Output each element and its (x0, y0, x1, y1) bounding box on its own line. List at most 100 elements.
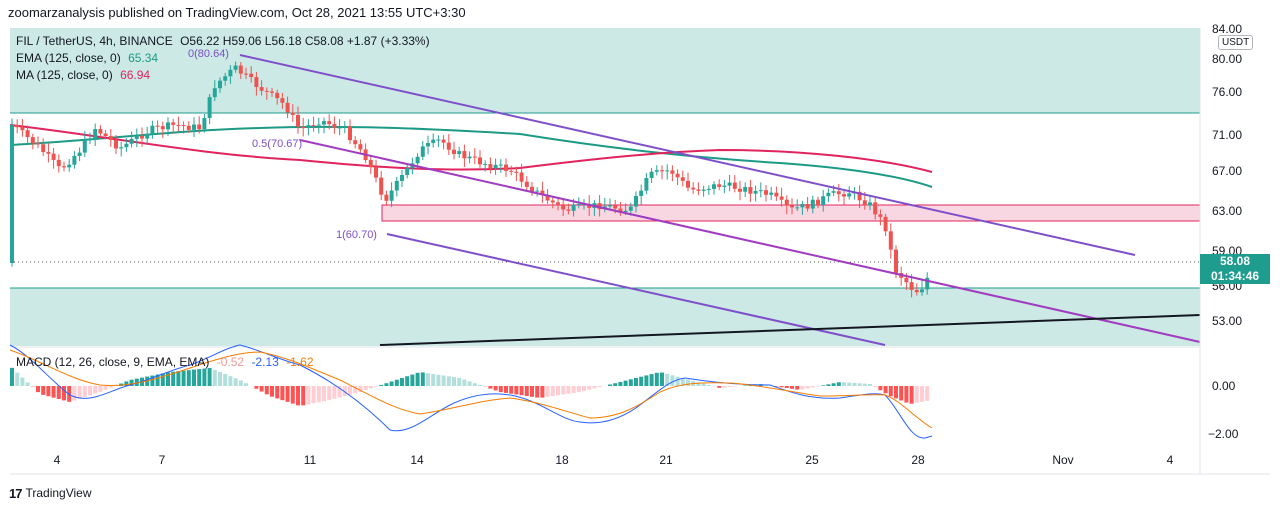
macd-bar (155, 374, 160, 386)
price-axis-ticks: 84.00 80.00 76.00 71.00 67.00 63.00 59.0… (1208, 22, 1242, 441)
macd-bar (696, 382, 701, 386)
macd-bar (150, 375, 155, 386)
candle-body (571, 204, 576, 211)
macd-bar (904, 386, 909, 403)
candle-body (530, 186, 534, 192)
macd-bar (561, 386, 566, 395)
candle-body (254, 77, 259, 88)
macd-bar (613, 383, 618, 386)
macd-bar (41, 386, 46, 395)
candle-body (847, 193, 852, 197)
macd-tick: −2.00 (1208, 427, 1239, 441)
footer[interactable]: 17 TradingView (9, 485, 92, 501)
macd-bar (717, 386, 722, 388)
candle-body (405, 167, 410, 176)
candle-body (628, 206, 633, 211)
macd-label: MACD (12, 26, close, 9, EMA, EMA) (16, 355, 210, 369)
macd-bar (831, 383, 836, 386)
footer-brand: TradingView (25, 486, 92, 500)
candle-body (894, 249, 898, 274)
macd-bar (420, 372, 425, 386)
macd-bar (706, 385, 711, 386)
macd-bar (472, 383, 477, 386)
candle-body (545, 195, 550, 201)
candle-body (795, 207, 800, 209)
candle-body (810, 199, 815, 209)
macd-bar (311, 386, 316, 404)
macd-bar (665, 373, 670, 386)
candle-body (155, 125, 160, 127)
ema-legend[interactable]: EMA (125, close, 0) 65.34 (16, 51, 162, 65)
candle-body (753, 190, 758, 194)
candle-body (540, 190, 545, 196)
macd-bar (20, 377, 25, 386)
candle-body (816, 199, 820, 205)
candle-body (150, 125, 155, 134)
candle-body (228, 69, 233, 77)
macd-legend[interactable]: MACD (12, 26, close, 9, EMA, EMA) -0.52 … (16, 355, 318, 369)
candle-body (805, 203, 810, 209)
candle-body (748, 187, 753, 194)
candle-body (654, 170, 659, 172)
macd-bar (800, 386, 805, 390)
candle-body (925, 277, 930, 290)
candle-body (727, 182, 732, 186)
macd-bar (446, 376, 451, 386)
candle-body (77, 152, 82, 156)
ema-value: 65.34 (128, 51, 159, 65)
candle-body (722, 185, 727, 187)
candle-body (311, 125, 316, 127)
macd-bar (530, 386, 534, 397)
candle-body (665, 170, 670, 172)
macd-bar (452, 377, 456, 386)
candle-body (878, 214, 883, 217)
candle-body (10, 124, 14, 264)
macd-bar (810, 386, 815, 388)
candle-body (680, 177, 685, 181)
candle-body (660, 170, 664, 172)
candle-body (800, 203, 805, 208)
macd-bar (218, 372, 222, 386)
candle-body (821, 196, 826, 205)
last-price-value: 58.08 (1219, 254, 1251, 268)
macd-bar (374, 386, 378, 387)
candle-body (743, 187, 748, 192)
macd-bar (701, 383, 706, 386)
candle-body (836, 191, 841, 195)
currency-badge[interactable]: USDT (1218, 35, 1254, 50)
time-tick: 14 (410, 453, 424, 467)
macd-bar (358, 386, 363, 392)
candle-body (280, 98, 285, 103)
macd-bar (301, 386, 306, 406)
candle-body (327, 121, 332, 125)
macd-bar (545, 386, 550, 397)
macd-bar (649, 374, 654, 386)
candle-body (696, 189, 701, 191)
candle-body (368, 160, 373, 168)
candle-body (249, 73, 254, 78)
macd-bar (285, 386, 290, 402)
time-axis-ticks: 4 7 11 14 18 21 25 28 Nov 4 (54, 453, 1174, 467)
candle-body (374, 167, 378, 178)
macd-bar (342, 386, 347, 397)
candle-body (244, 73, 248, 75)
time-tick: Nov (1052, 453, 1073, 467)
macd-bar (535, 386, 540, 398)
macd-bar (186, 370, 191, 386)
candle-body (41, 144, 46, 153)
macd-bar (394, 379, 399, 386)
macd-bar (384, 383, 389, 386)
ma-legend[interactable]: MA (125, close, 0) 66.94 (16, 68, 154, 82)
macd-bar (77, 386, 82, 399)
macd-bar (805, 386, 810, 389)
candle-body (426, 143, 430, 147)
macd-bar (348, 386, 352, 395)
ma-value: 66.94 (120, 68, 151, 82)
candle-body (576, 204, 581, 206)
candle-body (129, 138, 134, 144)
price-tick: 80.00 (1212, 52, 1242, 66)
symbol-legend[interactable]: FIL / TetherUS, 4h, BINANCE O56.22 H59.0… (16, 34, 434, 48)
macd-bar (192, 369, 196, 386)
candle-body (644, 178, 649, 191)
